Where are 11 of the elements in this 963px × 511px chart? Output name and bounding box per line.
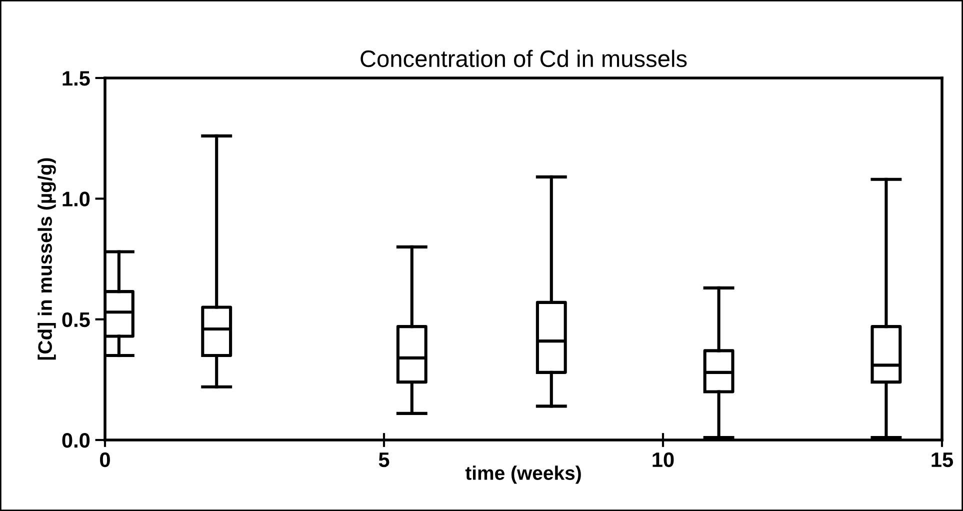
- y-tick-label: 0.0: [62, 433, 90, 448]
- x-tick-label: 5: [378, 452, 390, 468]
- x-axis-title: time (weeks): [465, 466, 581, 484]
- x-tick-label: 15: [932, 452, 954, 468]
- y-tick-label: 1.5: [62, 71, 90, 86]
- x-tick-label: 10: [652, 452, 674, 468]
- x-tick-label: 0: [100, 452, 110, 468]
- y-tick-label: 1.0: [62, 192, 90, 206]
- y-axis-title: [Cd] in mussels (µg/g): [38, 158, 56, 360]
- y-tick-label: 0.5: [62, 312, 90, 328]
- chart-title: Concentration of Cd in mussels: [360, 50, 687, 68]
